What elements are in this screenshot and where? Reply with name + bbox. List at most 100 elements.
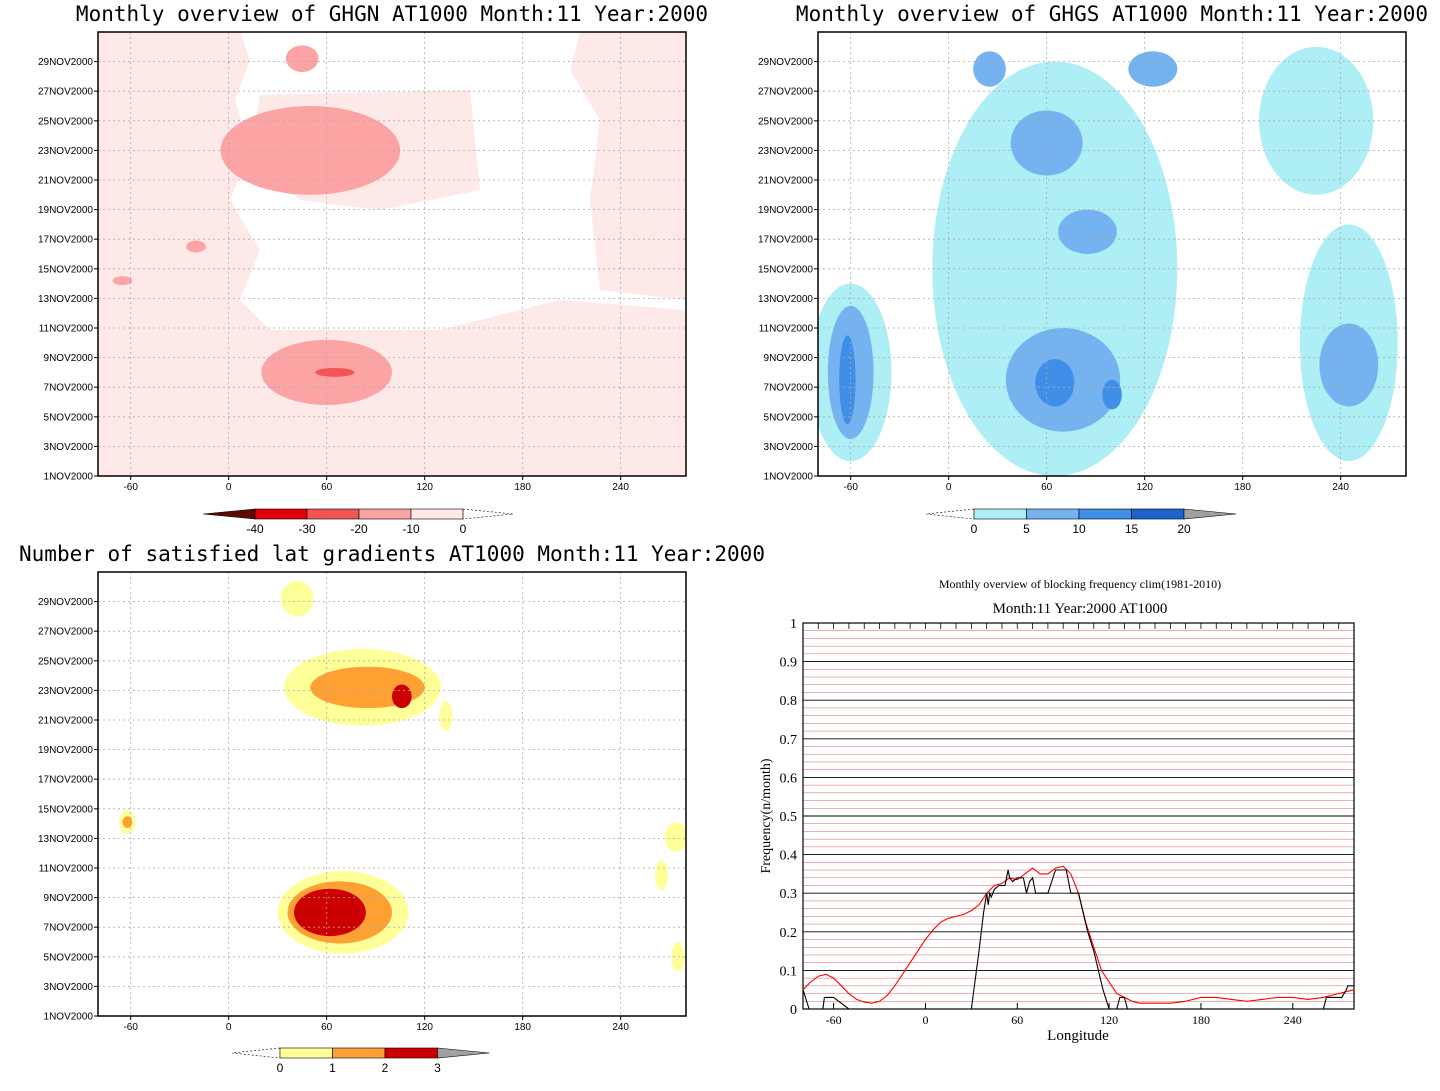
blocking-ytick-9: 0.9	[780, 656, 798, 671]
xtick-label-1-5: 240	[1332, 482, 1349, 493]
region-0-3	[186, 240, 206, 253]
ytick-label-1-9: 19NOV2000	[758, 205, 813, 216]
colorbar-label-2-3: 3	[434, 1061, 441, 1075]
colorbar-box-2-2	[384, 1047, 438, 1059]
xtick-label-1-2: 60	[1041, 482, 1053, 493]
ytick-label-1-4: 9NOV2000	[764, 353, 814, 364]
ghgs-x-ticks: -60 0 60 120 180 240	[843, 476, 1349, 493]
ytick-label-2-5: 11NOV2000	[39, 864, 94, 875]
ghgs-grid	[818, 32, 1406, 476]
blocking-y-label: Frequency(n/month)	[759, 758, 774, 873]
blocking-ytick-8: 0.8	[780, 694, 798, 709]
region-2-11	[671, 942, 685, 972]
blocking-ytick-5: 0.5	[780, 810, 798, 825]
region-2-8	[122, 816, 133, 829]
colorbar-label-0-1: -30	[298, 522, 316, 536]
ytick-label-2-8: 17NOV2000	[38, 775, 93, 786]
ytick-label-0-9: 19NOV2000	[38, 205, 93, 216]
panel-ghgs: Monthly overview of GHGS AT1000 Month:11…	[758, 2, 1428, 536]
ghgn-grid	[98, 32, 686, 476]
ytick-label-2-6: 13NOV2000	[38, 834, 93, 845]
blocking-xtick-5: 240	[1284, 1013, 1302, 1027]
blocking-x-ticks: -60 0 60 120 180 240	[826, 1003, 1302, 1027]
ytick-label-1-3: 7NOV2000	[764, 383, 814, 394]
colorbar-label-0-2: -20	[350, 522, 368, 536]
colorbar-box-0-2	[306, 508, 360, 520]
colorbar-arrow-right-1	[1183, 508, 1237, 520]
colorbar-box-2-0	[279, 1047, 333, 1059]
region-0-0	[220, 105, 401, 195]
blocking-x-label: Longitude	[1047, 1028, 1109, 1044]
xtick-label-0-1: 0	[226, 482, 232, 493]
lat-gradients-y-ticks: 1NOV2000 3NOV2000 5NOV2000 7NOV2000 9NOV2000…	[38, 597, 98, 1023]
blocking-xtick-1: 0	[922, 1013, 928, 1027]
colorbar-arrow-right-0	[462, 508, 514, 520]
colorbar-label-0-4: 0	[460, 522, 467, 536]
panel-ghgn: Monthly overview of GHGN AT1000 Month:11…	[38, 2, 708, 536]
blocking-xtick-4: 180	[1192, 1013, 1210, 1027]
blocking-ytick-3: 0.3	[780, 887, 798, 902]
colorbar-arrow-right-2	[437, 1047, 490, 1059]
blocking-ytick-10: 1	[790, 617, 797, 632]
colorbar-box-0-3	[358, 508, 412, 520]
blocking-title: Monthly overview of blocking frequency c…	[939, 577, 1221, 591]
panel-blocking-frequency: Monthly overview of blocking frequency c…	[759, 577, 1355, 1044]
ghgs-title: Monthly overview of GHGS AT1000 Month:11…	[796, 2, 1428, 26]
ytick-label-1-6: 13NOV2000	[758, 294, 813, 305]
ytick-label-0-13: 27NOV2000	[38, 87, 93, 98]
xtick-label-1-4: 180	[1234, 482, 1251, 493]
blocking-y-ticks: 0 0.1 0.2 0.3 0.4 0.5 0.6 0.7 0.8 0.9 1	[780, 617, 798, 1018]
ytick-label-2-13: 27NOV2000	[38, 627, 93, 638]
ytick-label-1-8: 17NOV2000	[758, 235, 813, 246]
ytick-label-2-9: 19NOV2000	[38, 745, 93, 756]
colorbar-label-1-2: 10	[1072, 522, 1086, 536]
colorbar-box-1-1	[1026, 508, 1080, 520]
region-2-2	[392, 684, 412, 709]
region-1-9	[1319, 323, 1379, 407]
xtick-label-1-1: 0	[946, 482, 952, 493]
xtick-label-2-0: -60	[123, 1022, 138, 1033]
colorbar-arrow-left-2	[231, 1047, 281, 1059]
ghgn-right-band	[570, 32, 686, 300]
blocking-ytick-2: 0.2	[780, 926, 798, 941]
ytick-label-2-1: 3NOV2000	[44, 982, 94, 993]
region-2-12	[439, 700, 453, 731]
blocking-ytick-4: 0.4	[780, 849, 798, 864]
xtick-label-2-2: 60	[321, 1022, 333, 1033]
ytick-label-2-3: 7NOV2000	[44, 923, 94, 934]
xtick-label-2-5: 240	[612, 1022, 629, 1033]
blocking-subtitle: Month:11 Year:2000 AT1000	[993, 601, 1168, 617]
xtick-label-0-2: 60	[321, 482, 333, 493]
lat-gradients-plot-frame	[97, 571, 687, 1017]
region-2-6	[280, 580, 314, 617]
blocking-plot-frame	[802, 622, 1355, 1010]
blocking-ytick-1: 0.1	[780, 964, 798, 979]
ytick-label-2-14: 29NOV2000	[38, 597, 93, 608]
xtick-label-0-5: 240	[612, 482, 629, 493]
lat-gradients-grid	[98, 572, 686, 1016]
ytick-label-2-7: 15NOV2000	[38, 804, 93, 815]
blocking-xtick-3: 120	[1100, 1013, 1118, 1027]
colorbar-box-0-4	[410, 508, 464, 520]
lat-gradients-title: Number of satisfied lat gradients AT1000…	[19, 542, 765, 566]
ytick-label-1-0: 1NOV2000	[764, 472, 814, 483]
ghgn-plot-frame	[97, 31, 687, 477]
panel-lat-gradients: Number of satisfied lat gradients AT1000…	[19, 542, 765, 1075]
xtick-label-0-3: 120	[416, 482, 433, 493]
colorbar-label-0-0: -40	[246, 522, 264, 536]
xtick-label-2-1: 0	[226, 1022, 232, 1033]
colorbar-label-2-0: 0	[277, 1061, 284, 1075]
ytick-label-2-12: 25NOV2000	[38, 656, 93, 667]
colorbar-label-1-4: 20	[1177, 522, 1191, 536]
ytick-label-1-12: 25NOV2000	[758, 116, 813, 127]
region-1-3	[1259, 46, 1374, 195]
blocking-series-line-1	[802, 869, 1354, 1010]
colorbar-arrow-left-0	[202, 508, 256, 520]
ghgn-left-band	[98, 80, 150, 260]
ytick-label-1-10: 21NOV2000	[758, 176, 813, 187]
ytick-label-0-3: 7NOV2000	[44, 383, 94, 394]
ytick-label-0-5: 11NOV2000	[39, 324, 94, 335]
region-2-9	[664, 822, 686, 852]
colorbar-box-1-3	[1131, 508, 1185, 520]
